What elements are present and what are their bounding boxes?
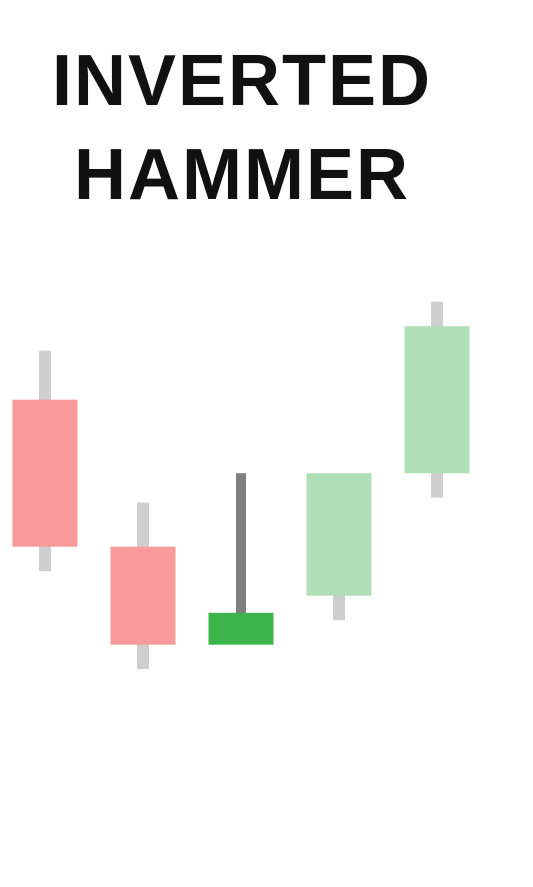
candle-1-body bbox=[12, 399, 78, 547]
title-line-2: HAMMER bbox=[74, 135, 410, 215]
candle-1-upper-wick bbox=[39, 350, 51, 402]
inverted-hammer-upper-wick bbox=[236, 473, 246, 615]
candle-5-upper-wick bbox=[431, 301, 443, 329]
candle-4 bbox=[306, 473, 372, 621]
candle-4-lower-wick bbox=[333, 593, 345, 621]
candle-2-lower-wick bbox=[137, 642, 149, 670]
candle-4-body bbox=[306, 473, 372, 596]
candle-1 bbox=[12, 350, 78, 572]
candle-5 bbox=[404, 301, 470, 498]
candle-2 bbox=[110, 502, 176, 670]
candle-5-body bbox=[404, 326, 470, 474]
inverted-hammer bbox=[208, 473, 274, 645]
candle-2-upper-wick bbox=[137, 502, 149, 549]
candle-2-body bbox=[110, 546, 176, 645]
candle-1-lower-wick bbox=[39, 544, 51, 572]
inverted-hammer-body bbox=[208, 612, 274, 645]
title-line-1: INVERTED bbox=[51, 41, 433, 121]
candle-5-lower-wick bbox=[431, 471, 443, 498]
diagram-title: INVERTED HAMMER bbox=[0, 34, 484, 222]
